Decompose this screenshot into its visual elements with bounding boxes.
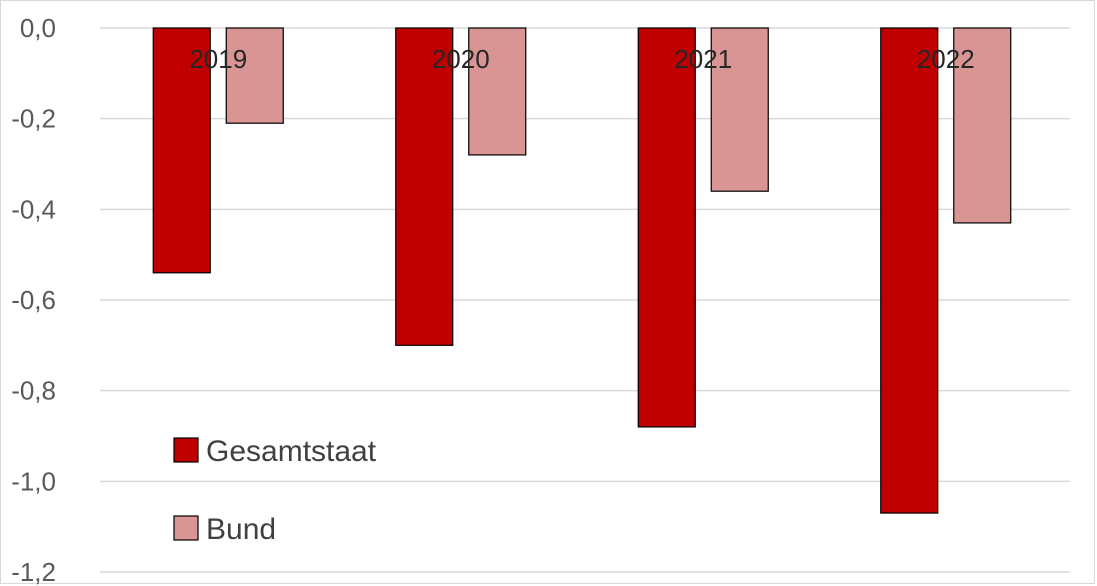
- legend-swatch-bund: [173, 515, 199, 541]
- bar-gesamtstaat-2022: [880, 27, 939, 514]
- category-label: 2020: [432, 44, 490, 74]
- category-label: 2019: [189, 44, 247, 74]
- y-tick-label: -0,8: [11, 376, 56, 406]
- legend-label-gesamtstaat: Gesamtstaat: [206, 435, 377, 468]
- y-tick-label: -0,4: [11, 194, 56, 224]
- y-tick-label: 0,0: [20, 13, 56, 43]
- legend-swatch-gesamtstaat: [173, 437, 199, 463]
- bar-gesamtstaat-2019: [152, 27, 211, 274]
- bar-gesamtstaat-2020: [395, 27, 454, 346]
- y-axis-tick-labels: 0,0 -0,2 -0,4 -0,6 -0,8 -1,0 -1,2: [11, 13, 56, 586]
- category-labels: 2019 2020 2021 2022: [189, 44, 974, 74]
- y-tick-label: -1,2: [11, 557, 56, 586]
- y-tick-label: -0,6: [11, 285, 56, 315]
- bars: [152, 27, 1012, 514]
- category-label: 2022: [917, 44, 975, 74]
- legend-label-bund: Bund: [206, 513, 276, 546]
- y-tick-label: -1,0: [11, 466, 56, 496]
- bar-bund-2021: [710, 27, 769, 192]
- bar-bund-2022: [953, 27, 1012, 224]
- bar-bund-2019: [225, 27, 284, 124]
- legend: Gesamtstaat Bund: [173, 435, 377, 546]
- category-label: 2021: [674, 44, 732, 74]
- y-tick-label: -0,2: [11, 104, 56, 134]
- bar-bund-2020: [468, 27, 527, 156]
- bar-gesamtstaat-2021: [637, 27, 696, 428]
